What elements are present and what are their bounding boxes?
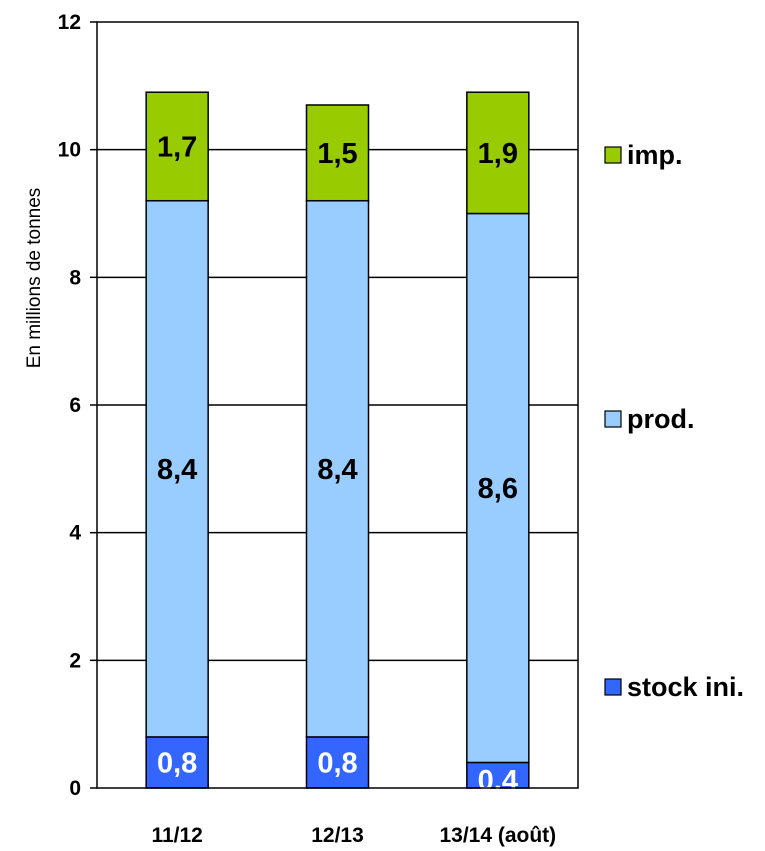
y-tick-label: 2: [69, 649, 81, 672]
y-tick-label: 0: [69, 777, 81, 800]
bar-segment: [466, 761, 530, 789]
data-label: 8,4: [157, 454, 197, 486]
data-label: 0,8: [317, 747, 357, 779]
data-label: 1,5: [317, 138, 357, 170]
y-tick-label: 4: [69, 522, 81, 545]
y-axis-label: En millions de tonnes: [24, 188, 45, 369]
plot-border: [96, 21, 579, 789]
bar-segment: [145, 736, 209, 789]
y-tick-label: 6: [69, 394, 81, 417]
bar-segment: [466, 91, 530, 215]
data-label: 0,4: [478, 765, 518, 797]
data-label: 1,7: [157, 131, 197, 163]
data-label: 0,8: [157, 747, 197, 779]
y-tick-label: 8: [69, 266, 81, 289]
legend: stock ini. prod. imp.: [604, 140, 744, 702]
y-tick-label: 12: [58, 11, 81, 34]
legend-label: stock ini.: [627, 672, 744, 702]
legend-swatch: [604, 678, 622, 696]
bar-segment: [305, 104, 370, 202]
x-tick-label: 11/12: [151, 824, 202, 847]
bar-segment: [466, 212, 530, 764]
legend-label: prod.: [627, 404, 695, 434]
bar-segment: [305, 199, 370, 738]
x-tick-label: 13/14 (août): [439, 824, 556, 847]
y-tick-labels: 0 2 4 6 8 10 12: [58, 11, 82, 800]
y-tick-label: 10: [58, 139, 81, 162]
legend-swatch: [604, 146, 622, 164]
x-tick-label: 12/13: [311, 824, 364, 847]
x-tick-labels: 11/12 12/13 13/14 (août): [151, 824, 556, 847]
legend-label: imp.: [627, 140, 683, 170]
data-label: 1,9: [478, 138, 518, 170]
data-label: 8,4: [317, 454, 357, 486]
data-label: 8,6: [478, 473, 518, 505]
bar-segment: [145, 91, 209, 202]
plot-frame: [96, 21, 579, 789]
legend-swatch: [604, 410, 622, 428]
bars: 0,8 8,4 1,7 0,8 8,4 1,5 0,4 8,6 1,9: [145, 91, 530, 797]
